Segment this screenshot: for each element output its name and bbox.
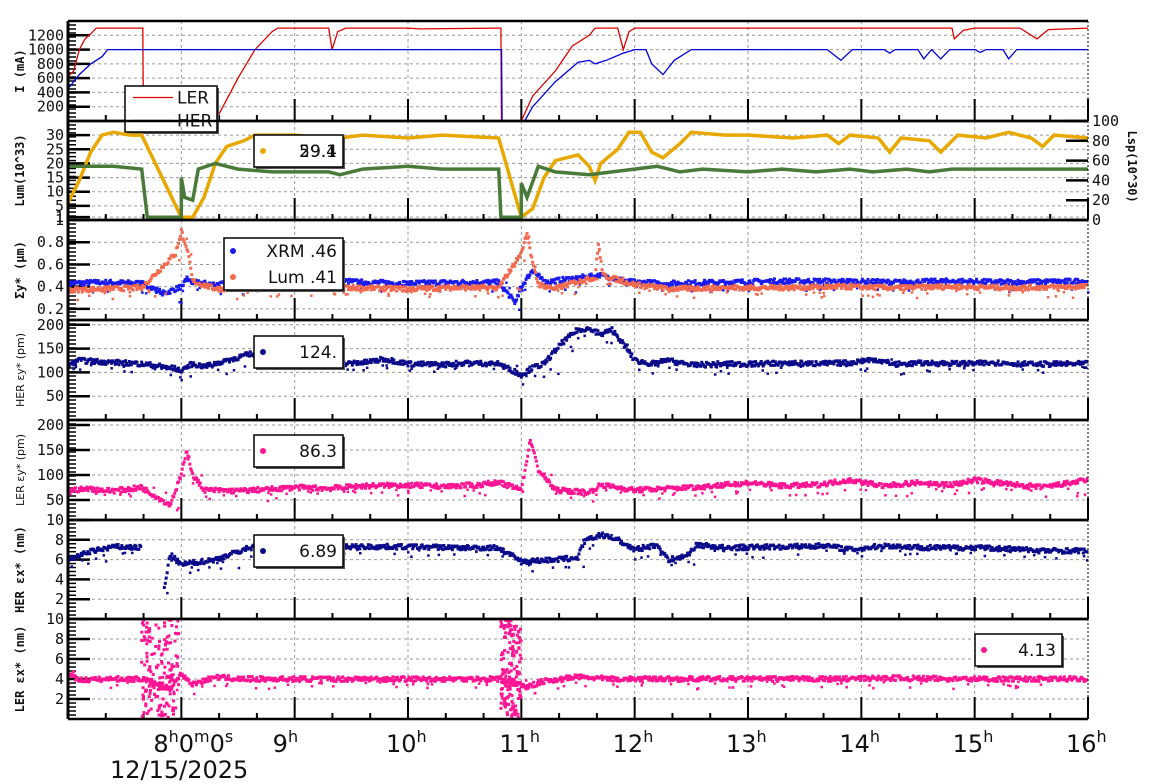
- y-tick-label: 1200: [28, 26, 64, 44]
- y-tick-label: 10: [46, 511, 64, 529]
- panel-her_emit_x: 2 46 8 HER εx* (nm): [13, 520, 1089, 619]
- y-axis-label: HER εy* (pm): [14, 333, 27, 407]
- panel-ler_emit_y: 10 50 100 150 200 LER εy* (pm): [14, 416, 1089, 529]
- y-tick-label: 150: [37, 340, 64, 358]
- y-tick-label: 8: [55, 630, 64, 648]
- legend-label: 4.13: [1018, 641, 1056, 661]
- y-tick-label: 0.4: [37, 278, 64, 296]
- y-axis-label: HER εx* (nm): [13, 526, 27, 613]
- y-tick-label: 4: [55, 670, 64, 688]
- legend-label: 124.: [299, 343, 337, 363]
- legend-label-overlay: 59.1: [299, 142, 337, 162]
- legend-ler_emit_x: 4.13: [975, 634, 1064, 668]
- x-tick-label: 16h: [1066, 727, 1107, 758]
- legend-label: Lum .41: [268, 268, 337, 288]
- x-axis-labels: 8h0m0s 9h 10h 11h 12h 13h 14h 15h 16h: [153, 727, 1106, 758]
- y-tick-label: 6: [55, 551, 64, 569]
- legend-label: 6.89: [299, 542, 337, 562]
- y-axis-label: LER εx* (nm): [13, 626, 27, 713]
- y-tick-label: 10: [46, 610, 64, 628]
- legend-label: XRM .46: [266, 242, 337, 262]
- y-tick-label: 0.8: [37, 233, 64, 251]
- noise-burst: [499, 618, 522, 719]
- y-tick-label: 50: [46, 387, 64, 405]
- y-tick-label: 0.6: [37, 255, 64, 273]
- legend-sigma_y: XRM .46 Lum .41: [224, 238, 345, 292]
- x-tick-label: 14h: [839, 727, 880, 758]
- y-tick-label: 2: [55, 690, 64, 708]
- y-tick-label: 100: [37, 466, 64, 484]
- y2-axis-label: Lsp(10^30): [1125, 131, 1139, 203]
- x-tick-label: 8h0m0s: [153, 727, 233, 758]
- legend-ler_emit_y: 86.3: [254, 435, 345, 469]
- y-tick-label: 6: [55, 650, 64, 668]
- y2-tick-label: 0: [1092, 211, 1101, 229]
- y2-tick-label: 20: [1092, 191, 1110, 209]
- series-ler-ex: [67, 670, 1089, 695]
- y-axis-label: I (mA): [13, 49, 27, 92]
- date-label: 12/15/2025: [110, 756, 248, 784]
- x-tick-label: 12h: [613, 727, 654, 758]
- legend-her_emit_y: 124.: [254, 336, 345, 370]
- y2-tick-label: 60: [1092, 152, 1110, 170]
- series-her-ex: [67, 531, 1089, 594]
- legend-luminosity: 29.459.1: [254, 135, 345, 169]
- noise-burst: [140, 619, 180, 719]
- legend-label: LER: [177, 89, 209, 109]
- y-tick-label: 8: [55, 531, 64, 549]
- panel-her_emit_y: 50 100 150 200 HER εy* (pm): [14, 316, 1089, 420]
- legend-her_emit_x: 6.89: [254, 535, 345, 569]
- x-tick-label: 15h: [953, 727, 994, 758]
- y-axis-label: Σy* (μm): [13, 241, 27, 299]
- y-axis-label: Lum(10^33): [13, 134, 27, 206]
- series-her-ey: [67, 326, 1089, 386]
- y-tick-label: 200: [37, 416, 64, 434]
- x-tick-label: 9h: [273, 727, 298, 758]
- x-tick-label: 11h: [499, 727, 540, 758]
- y-tick-label: 150: [37, 441, 64, 459]
- y2-tick-label: 40: [1092, 171, 1110, 189]
- series-specific-luminosity: [68, 163, 1088, 217]
- y-tick-label: 4: [55, 570, 64, 588]
- y-tick-label: 100: [37, 363, 64, 381]
- y2-tick-label: 100: [1092, 112, 1119, 130]
- y-axis-label: LER εy* (pm): [14, 434, 27, 506]
- panel-ler_emit_x: 2 4 6 8 10 LER εx* (nm): [13, 610, 1089, 719]
- y-tick-label: 2: [55, 590, 64, 608]
- y-tick-label: 30: [46, 126, 64, 144]
- x-tick-label: 13h: [726, 727, 767, 758]
- y-tick-label: 1: [55, 211, 64, 229]
- x-tick-label: 10h: [386, 727, 427, 758]
- legend-label: 86.3: [299, 442, 337, 462]
- y2-tick-label: 80: [1092, 132, 1110, 150]
- y-tick-label: 50: [46, 491, 64, 509]
- y-tick-label: 200: [37, 316, 64, 334]
